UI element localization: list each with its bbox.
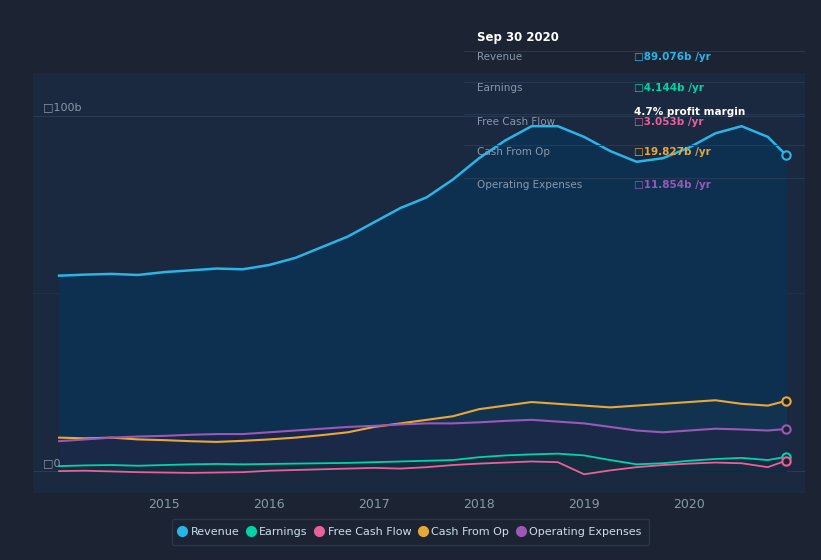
Legend: Revenue, Earnings, Free Cash Flow, Cash From Op, Operating Expenses: Revenue, Earnings, Free Cash Flow, Cash … — [172, 519, 649, 545]
Text: Operating Expenses: Operating Expenses — [478, 180, 583, 190]
Text: Revenue: Revenue — [478, 52, 523, 62]
Text: □19.827b /yr: □19.827b /yr — [635, 147, 711, 157]
Text: Sep 30 2020: Sep 30 2020 — [478, 31, 559, 44]
Text: □89.076b /yr: □89.076b /yr — [635, 52, 711, 62]
Text: □4.144b /yr: □4.144b /yr — [635, 83, 704, 93]
Text: □3.053b /yr: □3.053b /yr — [635, 116, 704, 127]
Text: □11.854b /yr: □11.854b /yr — [635, 180, 711, 190]
Text: □0: □0 — [44, 458, 61, 468]
Text: Free Cash Flow: Free Cash Flow — [478, 116, 556, 127]
Text: Cash From Op: Cash From Op — [478, 147, 551, 157]
Text: 4.7% profit margin: 4.7% profit margin — [635, 108, 745, 118]
Text: Earnings: Earnings — [478, 83, 523, 93]
Text: □100b: □100b — [44, 102, 82, 112]
